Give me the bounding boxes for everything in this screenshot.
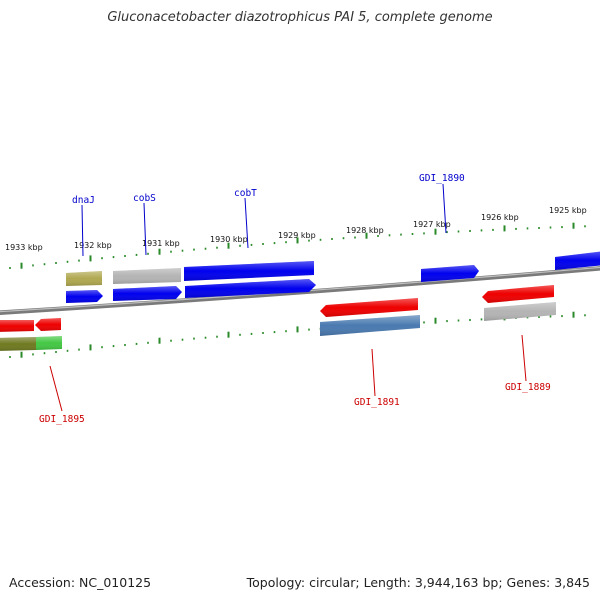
tick-label-1932: 1932 kbp bbox=[74, 241, 112, 250]
label-cobT: cobT bbox=[234, 188, 257, 199]
label-leaders bbox=[49, 183, 527, 412]
gene-red-left-b-shine bbox=[35, 318, 61, 331]
gene-blue-cobS-shine bbox=[113, 286, 182, 301]
accession-text: Accession: NC_010125 bbox=[9, 575, 152, 590]
leader-cobT bbox=[244, 197, 249, 249]
label-GDI_1889: GDI_1889 bbox=[505, 382, 551, 393]
leader-GDI_1891 bbox=[371, 348, 376, 397]
gene-gray-cobS-outer-shine bbox=[113, 268, 181, 284]
genome-summary-text: Topology: circular; Length: 3,944,163 bp… bbox=[246, 575, 590, 590]
gene-blue-right-edge-shine bbox=[555, 251, 600, 270]
gene-blue-cobT-shine bbox=[185, 279, 316, 298]
gene-blue-cobT-outer-shine bbox=[184, 261, 314, 281]
reverse-genes-outer bbox=[0, 302, 556, 351]
leader-cobS bbox=[143, 202, 147, 256]
gene-steel-blue-shine bbox=[320, 315, 420, 336]
label-GDI_1895: GDI_1895 bbox=[39, 414, 85, 425]
forward-genes-inner bbox=[66, 279, 316, 303]
reverse-genes-inner bbox=[0, 285, 554, 332]
gene-blue-GDI_1890-shine bbox=[421, 265, 479, 282]
tick-label-1925: 1925 kbp bbox=[549, 206, 587, 215]
tick-label-1931: 1931 kbp bbox=[142, 239, 180, 248]
tick-label-1933: 1933 kbp bbox=[5, 243, 43, 252]
gene-red-GDI_1889-shine bbox=[482, 285, 554, 303]
top-gene-labels: dnaJ cobS cobT GDI_1890 bbox=[72, 173, 465, 206]
leader-GDI_1890 bbox=[442, 183, 447, 234]
tick-label-1927: 1927 kbp bbox=[413, 220, 451, 229]
gene-olive-left-shine bbox=[0, 337, 36, 351]
gene-gray-right-shine bbox=[484, 302, 556, 321]
label-cobS: cobS bbox=[133, 193, 156, 204]
tick-label-1929: 1929 kbp bbox=[278, 231, 316, 240]
tick-label-1928: 1928 kbp bbox=[346, 226, 384, 235]
label-dnaJ: dnaJ bbox=[72, 195, 95, 206]
gene-red-left-a-shine bbox=[0, 320, 34, 332]
gene-blue-dnaJ-shine bbox=[66, 290, 103, 303]
scale-ticks-top bbox=[9, 222, 586, 269]
bottom-gene-labels: GDI_1895 GDI_1891 GDI_1889 bbox=[39, 382, 551, 425]
tick-label-1926: 1926 kbp bbox=[481, 213, 519, 222]
gene-green-left-shine bbox=[36, 336, 62, 350]
leader-GDI_1895 bbox=[49, 365, 63, 412]
map-title: Gluconacetobacter diazotrophicus PAI 5, … bbox=[107, 10, 493, 25]
forward-genes-outer bbox=[66, 251, 600, 286]
gene-red-GDI_1891-shine bbox=[320, 298, 418, 317]
leader-GDI_1889 bbox=[521, 334, 527, 382]
leader-dnaJ bbox=[81, 204, 84, 257]
gene-olive-shine bbox=[66, 271, 102, 286]
label-GDI_1891: GDI_1891 bbox=[354, 397, 400, 408]
scale-tick-labels: 1933 kbp 1932 kbp 1931 kbp 1930 kbp 1929… bbox=[5, 206, 587, 252]
label-GDI_1890: GDI_1890 bbox=[419, 173, 465, 184]
tick-label-1930: 1930 kbp bbox=[210, 235, 248, 244]
